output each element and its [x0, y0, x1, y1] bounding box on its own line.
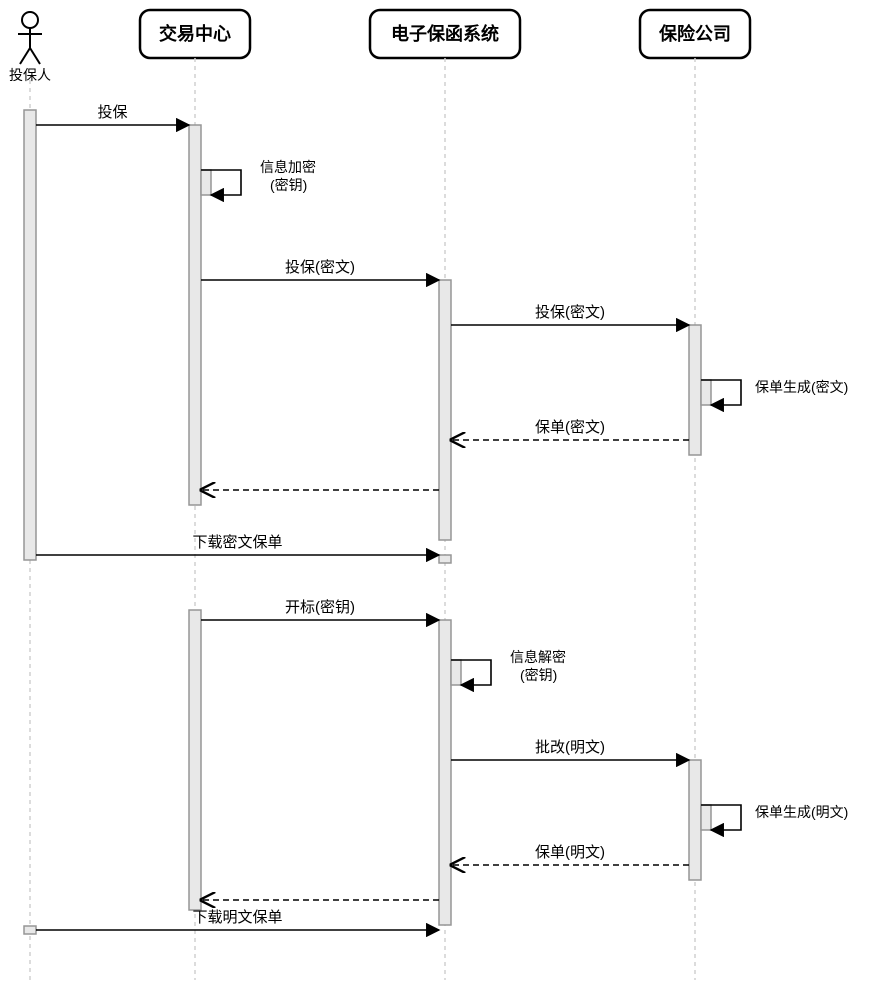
- activation-trade_self: [201, 170, 211, 195]
- activation-insurer2: [689, 760, 701, 880]
- message-label: 下载明文保单: [192, 909, 282, 926]
- actor-leg-r: [30, 48, 40, 64]
- message-label: 保单(密文): [535, 419, 605, 436]
- message-label: 保单(明文): [535, 844, 605, 861]
- activation-actor: [24, 110, 36, 560]
- activation-trade: [189, 125, 201, 505]
- activation-egs2: [439, 620, 451, 925]
- message-label: 投保: [97, 104, 127, 121]
- self-message-label: 保单生成(密文): [755, 379, 848, 395]
- self-message-label: 信息加密: [260, 159, 316, 175]
- actor-head: [22, 12, 38, 28]
- activation-trade2: [189, 610, 201, 910]
- activation-insurer_self2: [701, 805, 711, 830]
- activation-egs_end: [439, 555, 451, 563]
- message-label: 投保(密文): [535, 304, 605, 321]
- actor-leg-l: [20, 48, 30, 64]
- activation-egs_self: [451, 660, 461, 685]
- activation-actor_end: [24, 926, 36, 934]
- message-label: 投保(密文): [285, 259, 355, 276]
- message-label: 下载密文保单: [192, 534, 282, 551]
- message-label: 开标(密钥): [285, 599, 355, 616]
- activation-egs: [439, 280, 451, 540]
- activation-insurer_self: [701, 380, 711, 405]
- self-message-label-2: (密钥): [270, 177, 307, 193]
- self-message-label-2: (密钥): [520, 667, 557, 683]
- participant-label-insurer: 保险公司: [658, 23, 731, 44]
- participant-label-trade: 交易中心: [159, 23, 231, 44]
- self-message-label: 信息解密: [510, 649, 566, 665]
- self-message-label: 保单生成(明文): [755, 804, 848, 820]
- activation-insurer: [689, 325, 701, 455]
- participant-label-egs: 电子保函系统: [391, 23, 499, 44]
- message-label: 批改(明文): [535, 739, 605, 756]
